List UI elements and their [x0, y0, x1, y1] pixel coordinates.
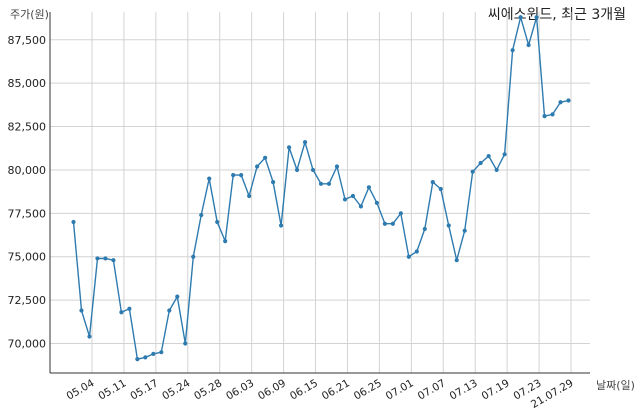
data-point [231, 173, 236, 178]
x-tick-label: 06.15 [288, 377, 320, 402]
data-point [175, 294, 180, 299]
data-point [374, 200, 379, 206]
data-point [207, 176, 212, 181]
x-tick-label: 07.01 [384, 377, 416, 402]
x-tick-label: 06.09 [256, 377, 288, 402]
data-point [422, 226, 427, 232]
y-tick-label: 87,500 [8, 34, 47, 47]
x-tick-label: 07.19 [480, 377, 512, 402]
data-point [334, 164, 340, 169]
data-point [159, 350, 164, 355]
data-point [478, 160, 483, 166]
y-tick-label: 80,000 [8, 164, 47, 177]
data-point [167, 308, 172, 313]
data-point [518, 15, 523, 20]
data-point [278, 223, 284, 228]
data-point [550, 112, 555, 117]
data-point [446, 223, 451, 228]
x-tick-label: 05.24 [160, 377, 192, 403]
data-point [310, 167, 316, 173]
data-point [239, 173, 244, 178]
data-point [398, 211, 403, 216]
x-tick-label: 05.11 [96, 377, 128, 402]
x-tick-label: 05.04 [64, 377, 96, 403]
x-tick-label: 07.13 [448, 377, 480, 402]
y-tick-labels: 70,000 72,500 75,000 77,500 80,000 82,500 85,0… [8, 34, 47, 351]
data-point [326, 181, 332, 186]
data-point [191, 254, 196, 259]
axes [49, 12, 590, 374]
x-tick-label: 06.21 [320, 377, 352, 402]
data-point [103, 256, 108, 261]
data-point [566, 98, 571, 103]
data-point [454, 258, 459, 263]
data-point [119, 310, 124, 315]
data-point [382, 221, 387, 226]
data-point [135, 357, 140, 362]
data-point [510, 48, 515, 53]
data-point [111, 258, 116, 263]
y-axis-label: 주가(원) [10, 8, 49, 21]
data-point [127, 306, 132, 311]
data-point [71, 219, 76, 225]
data-point [87, 334, 92, 339]
y-tick-label: 85,000 [8, 77, 47, 90]
y-tick-label: 75,000 [8, 251, 47, 264]
data-point [558, 100, 563, 105]
x-axis-label: 날짜(일) [596, 379, 635, 392]
data-point [318, 181, 324, 186]
data-point [342, 197, 348, 202]
data-point [151, 351, 156, 357]
data-point [542, 114, 547, 119]
x-tick-label: 05.28 [192, 377, 224, 402]
data-point [494, 167, 499, 173]
data-point [247, 193, 252, 199]
data-point [486, 153, 491, 159]
y-tick-label: 82,500 [8, 121, 47, 134]
data-point [286, 145, 292, 150]
x-tick-label: 06.03 [224, 377, 256, 402]
chart-title: 씨에스윈드, 최근 3개월 [487, 7, 626, 23]
data-point [95, 256, 100, 261]
data-point [406, 254, 411, 259]
data-point [430, 179, 435, 185]
data-point [366, 185, 372, 190]
series [71, 14, 571, 362]
data-point [270, 179, 276, 185]
data-point [470, 169, 475, 174]
data-point [183, 341, 188, 346]
data-point [255, 164, 260, 169]
data-point [143, 355, 148, 360]
data-point [79, 308, 84, 313]
data-point [215, 219, 220, 225]
data-point [223, 238, 228, 244]
y-tick-label: 77,500 [8, 207, 47, 220]
y-tick-label: 70,000 [8, 337, 47, 350]
data-point [302, 140, 308, 145]
x-tick-labels: 05.04 05.11 05.17 05.24 05.28 06.03 06.09 06.15… [64, 377, 575, 411]
data-point [199, 212, 204, 218]
data-point [534, 15, 539, 20]
data-point [350, 193, 356, 199]
data-point [414, 249, 419, 254]
price-series-line [72, 14, 569, 360]
y-tick-label: 72,500 [8, 294, 47, 307]
x-tick-label: 06.25 [352, 377, 384, 402]
data-point [263, 155, 268, 160]
data-point [294, 167, 300, 173]
data-point [390, 221, 395, 226]
data-point [462, 228, 467, 233]
data-point [526, 42, 531, 48]
data-point [438, 186, 443, 192]
data-point [502, 152, 507, 157]
x-tick-label: 05.17 [128, 377, 160, 402]
data-point [358, 204, 364, 209]
x-tick-label: 07.07 [416, 377, 448, 402]
